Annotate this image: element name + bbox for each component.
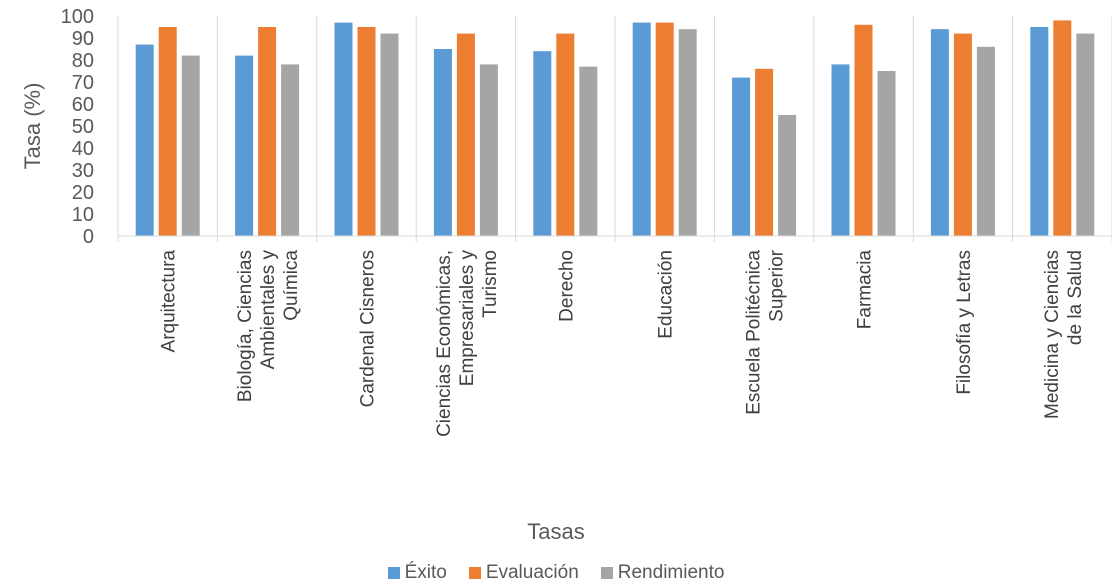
legend-item: Rendimiento xyxy=(600,562,725,584)
bar-éxito xyxy=(334,22,353,236)
bar-éxito xyxy=(1030,27,1049,236)
bar-rendimiento xyxy=(181,55,200,236)
bar-rendimiento xyxy=(976,46,995,236)
bar-evaluación xyxy=(854,24,873,236)
legend-label: Evaluación xyxy=(485,562,579,583)
bar-éxito xyxy=(732,77,751,236)
category-label: Biología, Ciencias Ambientales y Química xyxy=(235,250,302,403)
bar-éxito xyxy=(632,22,651,236)
category-label: Filosofía y Letras xyxy=(954,250,975,395)
bar-éxito xyxy=(930,29,949,237)
legend-item: Éxito xyxy=(387,562,447,584)
category-label: Derecho xyxy=(556,250,577,322)
y-tick-label: 50 xyxy=(72,116,94,138)
bar-evaluación xyxy=(556,33,575,236)
bar-rendimiento xyxy=(380,33,399,236)
category-label: Farmacia xyxy=(855,250,876,330)
category-label: Medicina y Ciencias de la Salud xyxy=(1042,250,1086,419)
bar-éxito xyxy=(533,51,552,237)
bar-evaluación xyxy=(456,33,475,236)
bar-rendimiento xyxy=(281,64,300,237)
bar-rendimiento xyxy=(479,64,498,237)
legend-label: Éxito xyxy=(404,562,447,583)
legend-label: Rendimiento xyxy=(617,562,725,583)
category-label-line: Medicina y Ciencias xyxy=(1042,250,1063,419)
category-label: Ciencias Económicas, Empresariales y Turis… xyxy=(434,250,501,437)
category-label-line: Farmacia xyxy=(855,250,876,330)
category-label: Educación xyxy=(656,250,677,339)
bar-rendimiento xyxy=(579,66,598,236)
category-label-line: Derecho xyxy=(556,250,577,322)
category-label-line: Ambientales y xyxy=(258,250,279,370)
y-tick-label: 0 xyxy=(83,226,94,248)
y-tick-label: 60 xyxy=(72,94,94,116)
y-tick-label: 80 xyxy=(72,50,94,72)
bar-éxito xyxy=(235,55,254,236)
bar-evaluación xyxy=(953,33,972,236)
category-label-line: de la Salud xyxy=(1065,250,1086,345)
bar-éxito xyxy=(433,49,452,236)
legend-swatch xyxy=(600,567,613,579)
category-label-line: Arquitectura xyxy=(159,250,180,353)
y-tick-label: 100 xyxy=(61,6,94,28)
bar-éxito xyxy=(831,64,850,237)
legend-item: Evaluación xyxy=(468,562,579,584)
y-tick-label: 20 xyxy=(72,182,94,204)
category-label: Cardenal Cisneros xyxy=(358,250,379,407)
category-label-line: Empresariales y xyxy=(457,250,478,387)
bar-evaluación xyxy=(158,27,177,236)
category-label-line: Escuela Politécnica xyxy=(744,250,765,415)
category-label-line: Cardenal Cisneros xyxy=(358,250,379,407)
bars xyxy=(135,20,1095,237)
y-axis-title: Tasa (%) xyxy=(20,83,45,170)
bar-evaluación xyxy=(258,27,277,236)
category-label-line: Química xyxy=(281,250,302,321)
category-label-line: Educación xyxy=(656,250,677,339)
bar-evaluación xyxy=(1053,20,1072,237)
category-label-line: Superior xyxy=(767,249,788,321)
legend-swatch xyxy=(468,567,481,579)
y-tick-label: 10 xyxy=(72,204,94,226)
category-label-line: Ciencias Económicas, xyxy=(434,250,455,437)
bar-éxito xyxy=(135,44,154,236)
category-label-line: Filosofía y Letras xyxy=(954,250,975,395)
bar-rendimiento xyxy=(877,71,896,236)
bar-rendimiento xyxy=(678,29,697,237)
y-tick-label: 70 xyxy=(72,72,94,94)
category-labels: Arquitectura Biología, Ciencias Ambientale… xyxy=(159,249,1086,437)
y-tick-label: 30 xyxy=(72,160,94,182)
category-label: Escuela Politécnica Superior xyxy=(744,249,788,414)
bar-rendimiento xyxy=(778,115,797,236)
category-label-line: Turismo xyxy=(480,250,501,318)
y-tick-label: 90 xyxy=(72,28,94,50)
category-label-line: Biología, Ciencias xyxy=(235,250,256,402)
y-tick-label: 40 xyxy=(72,138,94,160)
bar-rendimiento xyxy=(1076,33,1095,236)
category-separators xyxy=(117,16,1112,242)
x-axis-title: Tasas xyxy=(527,519,584,544)
bar-evaluación xyxy=(755,68,774,236)
legend: Éxito Evaluación Rendimiento xyxy=(0,560,1112,586)
bar-evaluación xyxy=(655,22,674,236)
category-label: Arquitectura xyxy=(159,250,180,353)
legend-swatch xyxy=(387,567,400,579)
bar-evaluación xyxy=(357,27,376,236)
